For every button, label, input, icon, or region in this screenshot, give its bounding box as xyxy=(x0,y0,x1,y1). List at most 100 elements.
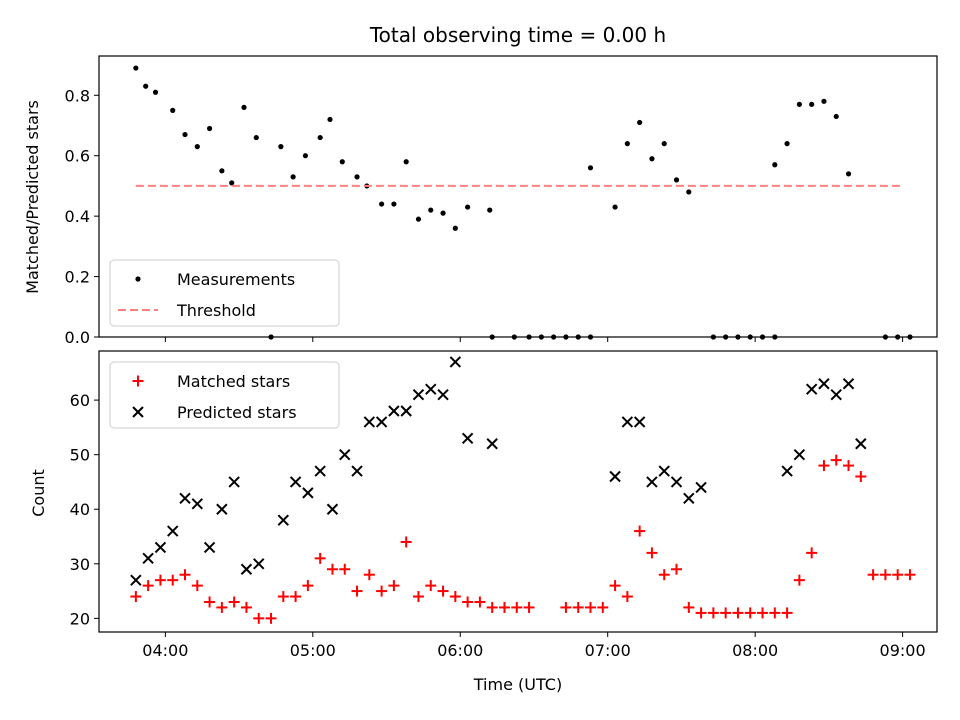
legend-predicted-swatch xyxy=(132,406,144,418)
matched-star-point xyxy=(376,585,388,597)
matched-star-point xyxy=(560,601,572,613)
predicted-star-point xyxy=(400,405,412,417)
matched-star-point xyxy=(781,607,793,619)
measurement-point xyxy=(143,83,149,89)
predicted-star-point xyxy=(461,432,474,445)
y-tick-label: 0.0 xyxy=(65,328,90,347)
measurement-point xyxy=(290,174,296,180)
predicted-star-point xyxy=(412,388,425,401)
matched-star-point xyxy=(425,580,437,592)
matched-star-point xyxy=(867,569,879,581)
matched-star-point xyxy=(855,470,867,482)
predicted-star-point xyxy=(818,378,830,390)
predicted-star-point xyxy=(167,525,179,537)
series-layer xyxy=(130,356,916,624)
predicted-star-point xyxy=(314,465,326,477)
matched-star-point xyxy=(793,574,805,586)
predicted-star-point xyxy=(253,558,265,570)
predicted-star-point xyxy=(388,405,400,417)
y-tick-label: 0.8 xyxy=(65,86,90,105)
matched-star-point xyxy=(400,536,412,548)
predicted-star-point xyxy=(609,470,621,483)
predicted-star-point xyxy=(695,481,707,494)
measurement-point xyxy=(440,210,446,216)
predicted-star-point xyxy=(805,383,818,395)
predicted-star-point xyxy=(240,563,253,575)
matched-star-point xyxy=(302,580,314,592)
measurement-point xyxy=(391,201,397,207)
y-tick-label: 20 xyxy=(70,609,90,628)
plot-frame xyxy=(98,350,938,633)
matched-star-point xyxy=(818,460,830,472)
matched-star-point xyxy=(130,591,142,603)
measurement-point xyxy=(152,89,159,95)
matched-star-point xyxy=(707,607,719,619)
measurement-point xyxy=(833,113,839,120)
matched-star-point xyxy=(695,607,707,619)
matched-star-point xyxy=(744,607,756,619)
measurement-point xyxy=(379,201,385,207)
matched-star-point xyxy=(658,569,670,581)
predicted-star-point xyxy=(130,574,142,586)
predicted-star-point xyxy=(363,416,376,428)
measurement-point xyxy=(686,189,692,195)
matched-star-point xyxy=(806,547,818,559)
matched-star-point xyxy=(290,591,302,603)
matched-star-point xyxy=(326,563,338,575)
predicted-star-point xyxy=(203,541,216,554)
measurement-point xyxy=(661,141,667,147)
matched-star-point xyxy=(671,563,683,575)
predicted-star-point xyxy=(449,356,462,368)
measurement-point xyxy=(587,165,594,171)
x-tick-label: 04:00 xyxy=(142,641,188,660)
measurement-point xyxy=(637,119,643,126)
legend: Measurements Threshold xyxy=(109,259,340,327)
predicted-star-point xyxy=(486,438,498,450)
measurement-point xyxy=(182,131,188,138)
predicted-star-point xyxy=(646,476,658,488)
matched-star-point xyxy=(523,601,535,613)
matched-star-point xyxy=(449,591,461,603)
predicted-star-point xyxy=(351,465,363,477)
top-y-axis-label: Matched/Predicted stars xyxy=(23,100,42,294)
measurement-point xyxy=(487,207,493,213)
matched-star-point xyxy=(314,552,326,564)
predicted-star-point xyxy=(375,416,388,428)
matched-star-point xyxy=(351,585,363,597)
matched-star-point xyxy=(597,601,609,613)
matched-star-point xyxy=(769,607,781,619)
matched-star-point xyxy=(142,580,154,592)
measurement-point xyxy=(219,168,225,174)
matched-star-point xyxy=(277,591,289,603)
predicted-star-point xyxy=(228,476,240,488)
measurement-point xyxy=(278,144,284,150)
predicted-star-point xyxy=(793,448,806,461)
matched-star-point xyxy=(683,601,695,613)
measurement-point xyxy=(327,116,333,123)
legend-measurement-swatch xyxy=(135,276,141,282)
x-tick-label: 09:00 xyxy=(880,641,926,660)
predicted-star-point xyxy=(277,514,290,526)
matched-star-point xyxy=(584,601,596,613)
measurement-point xyxy=(317,134,323,141)
top-chart-title: Total observing time = 0.00 h xyxy=(369,23,666,47)
predicted-star-point xyxy=(855,438,867,450)
matched-star-point xyxy=(892,569,904,581)
measurement-point xyxy=(302,153,309,159)
matched-star-point xyxy=(572,601,584,613)
legend: Matched stars Predicted stars xyxy=(109,361,340,429)
predicted-star-point xyxy=(179,492,191,505)
top-plot-area: 0.0 0.2 0.4 0.6 0.8 Measurements Threshold xyxy=(65,55,938,347)
predicted-star-point xyxy=(830,388,842,401)
y-tick-label: 0.6 xyxy=(65,147,90,166)
legend-box xyxy=(109,259,340,327)
matched-star-point xyxy=(904,569,916,581)
bottom-plot-area: 20 30 40 50 60 04:00 05:00 06:00 07:00 08:00 09:00… xyxy=(70,350,938,660)
predicted-star-point xyxy=(326,503,339,515)
matched-star-point xyxy=(339,563,351,575)
matched-star-point xyxy=(179,569,191,581)
matched-star-point xyxy=(154,574,166,586)
predicted-star-point xyxy=(191,498,204,510)
legend-label: Predicted stars xyxy=(177,403,297,422)
